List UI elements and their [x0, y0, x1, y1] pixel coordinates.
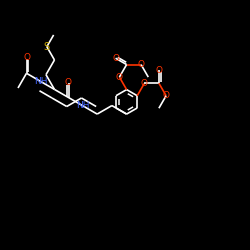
Text: S: S: [44, 42, 50, 52]
Text: O: O: [23, 53, 30, 62]
Text: O: O: [116, 72, 123, 82]
Text: O: O: [65, 78, 72, 87]
Text: O: O: [141, 79, 148, 88]
Text: O: O: [112, 54, 119, 63]
Text: NH: NH: [76, 101, 89, 110]
Text: O: O: [156, 66, 162, 75]
Text: O: O: [138, 60, 144, 69]
Text: O: O: [162, 91, 170, 100]
Text: NH: NH: [34, 77, 48, 86]
